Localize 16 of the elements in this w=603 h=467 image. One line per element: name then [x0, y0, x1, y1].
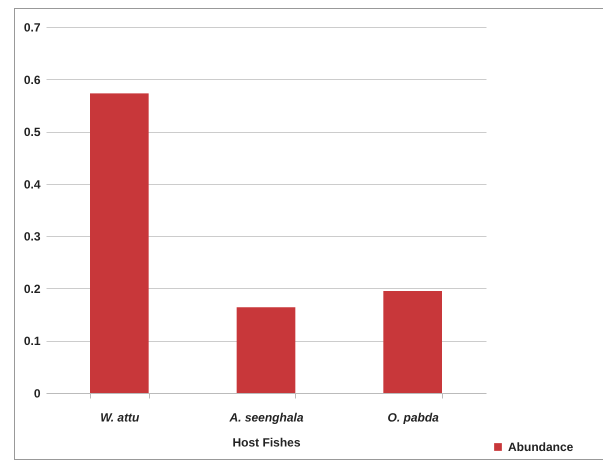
y-tick-label: 0.2	[24, 282, 41, 296]
y-tick-label: 0.5	[24, 125, 41, 140]
bar	[90, 93, 149, 393]
y-tick-label: 0.1	[24, 334, 41, 348]
y-tick-label: 0.6	[24, 72, 41, 87]
x-tick-label: A. seenghala	[228, 410, 304, 424]
bar	[236, 307, 296, 393]
x-tick-label: O. pabda	[387, 410, 440, 424]
y-tick-label: 0	[34, 386, 41, 400]
x-axis-title: Host Fishes	[232, 436, 301, 450]
y-tick-label: 0.3	[24, 230, 41, 244]
y-tick-label: 0.4	[24, 177, 41, 192]
x-tick-label: W. attu	[100, 410, 140, 424]
y-tick-label: 0.7	[24, 20, 41, 34]
legend-label: Abundance	[508, 440, 574, 454]
bar	[383, 291, 442, 393]
